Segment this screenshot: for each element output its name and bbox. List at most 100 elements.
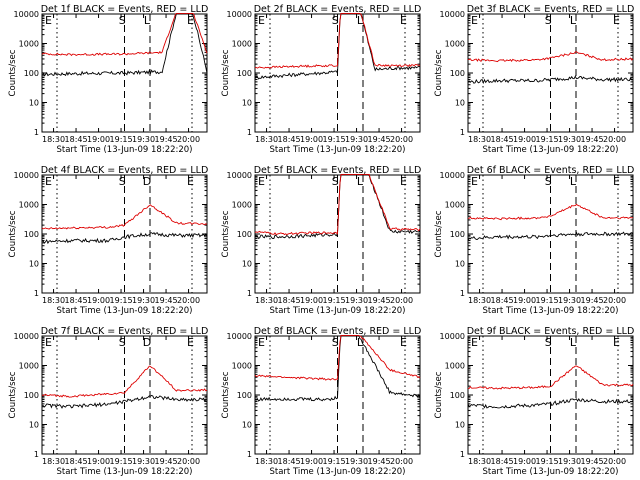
y-tick-label: 10000 xyxy=(440,10,465,19)
chart-title: Det 1f BLACK = Events, RED = LLD xyxy=(41,4,209,15)
y-tick-label: 1000 xyxy=(19,40,39,49)
y-tick-label: 10 xyxy=(242,260,252,269)
x-tick-label: 19:15 xyxy=(110,457,133,466)
x-axis-label: Start Time (13-Jun-09 18:22:20) xyxy=(57,467,193,477)
event-marker: E xyxy=(613,336,620,349)
y-tick-label: 100 xyxy=(24,69,39,78)
x-tick-label: 19:00 xyxy=(300,135,323,144)
x-tick-label: 19:30 xyxy=(558,296,581,305)
x-tick-label: 19:15 xyxy=(110,135,133,144)
x-tick-label: 19:45 xyxy=(368,457,391,466)
x-tick-label: 20:00 xyxy=(177,135,200,144)
event-marker: E xyxy=(187,336,194,349)
event-marker: S xyxy=(119,175,126,188)
event-marker: E xyxy=(258,14,265,27)
event-marker: S xyxy=(545,175,552,188)
x-axis-label: Start Time (13-Jun-09 18:22:20) xyxy=(483,467,619,477)
event-marker: S xyxy=(119,336,126,349)
chart-title: Det 5f BLACK = Events, RED = LLD xyxy=(254,165,422,176)
y-tick-label: 1000 xyxy=(232,40,252,49)
event-marker: E xyxy=(45,336,52,349)
event-marker: E xyxy=(45,14,52,27)
x-tick-label: 18:30 xyxy=(468,135,491,144)
x-axis-label: Start Time (13-Jun-09 18:22:20) xyxy=(57,306,193,316)
series-events xyxy=(467,75,634,85)
x-tick-label: 19:45 xyxy=(155,296,178,305)
chart-panel-9: Det 9f BLACK = Events, RED = LLD 1 10 100 10… xyxy=(434,326,634,477)
y-tick-label: 10000 xyxy=(227,10,252,19)
event-marker: S xyxy=(332,14,339,27)
y-tick-label: 100 xyxy=(450,230,465,239)
y-tick-label: 10000 xyxy=(440,171,465,180)
y-tick-label: 100 xyxy=(450,391,465,400)
event-marker: S xyxy=(119,14,126,27)
chart-panel-7: Det 7f BLACK = Events, RED = LLD 1 10 100 10… xyxy=(8,326,208,477)
x-tick-label: 18:30 xyxy=(255,135,278,144)
event-marker: E xyxy=(613,14,620,27)
series-lld xyxy=(254,173,421,236)
event-marker: L xyxy=(570,175,577,188)
event-marker: E xyxy=(471,175,478,188)
event-marker: E xyxy=(187,14,194,27)
x-tick-label: 19:15 xyxy=(536,457,559,466)
series-events xyxy=(254,12,421,80)
event-marker: E xyxy=(187,175,194,188)
y-tick-label: 1 xyxy=(460,450,465,459)
event-marker: L xyxy=(570,336,577,349)
y-tick-label: 1000 xyxy=(445,40,465,49)
chart-title: Det 8f BLACK = Events, RED = LLD xyxy=(254,326,422,337)
x-tick-label: 19:15 xyxy=(323,296,346,305)
y-tick-label: 1 xyxy=(460,289,465,298)
x-tick-label: 19:45 xyxy=(155,135,178,144)
y-axis-label: Counts/sec xyxy=(434,371,444,418)
x-tick-label: 19:30 xyxy=(345,135,368,144)
x-tick-label: 18:45 xyxy=(491,296,514,305)
x-tick-label: 18:45 xyxy=(65,135,88,144)
series-lld xyxy=(41,12,208,57)
y-tick-label: 10000 xyxy=(227,171,252,180)
x-tick-label: 20:00 xyxy=(390,296,413,305)
series-lld xyxy=(41,204,208,230)
y-axis-label: Counts/sec xyxy=(8,210,18,257)
y-axis-label: Counts/sec xyxy=(221,210,231,257)
y-axis-label: Counts/sec xyxy=(221,371,231,418)
chart-title: Det 3f BLACK = Events, RED = LLD xyxy=(467,4,635,15)
series-lld xyxy=(468,365,634,390)
x-tick-label: 19:45 xyxy=(581,135,604,144)
x-tick-label: 18:45 xyxy=(491,457,514,466)
y-tick-label: 1 xyxy=(247,450,252,459)
x-tick-label: 19:00 xyxy=(87,296,110,305)
y-axis-label: Counts/sec xyxy=(8,371,18,418)
x-tick-label: 18:30 xyxy=(255,296,278,305)
x-tick-label: 19:00 xyxy=(87,135,110,144)
y-tick-label: 10 xyxy=(29,260,39,269)
event-marker: S xyxy=(545,336,552,349)
y-tick-label: 10000 xyxy=(227,332,252,341)
event-marker: S xyxy=(332,336,339,349)
event-marker: E xyxy=(400,336,407,349)
y-tick-label: 100 xyxy=(24,391,39,400)
x-tick-label: 18:45 xyxy=(278,296,301,305)
y-tick-label: 1 xyxy=(34,128,39,137)
y-axis-label: Counts/sec xyxy=(8,49,18,96)
x-tick-label: 19:30 xyxy=(132,135,155,144)
event-marker: L xyxy=(357,175,364,188)
x-tick-label: 20:00 xyxy=(603,296,626,305)
series-lld xyxy=(468,203,634,221)
x-tick-label: 18:45 xyxy=(65,457,88,466)
y-tick-label: 1000 xyxy=(19,201,39,210)
y-tick-label: 10 xyxy=(242,99,252,108)
x-tick-label: 19:00 xyxy=(513,296,536,305)
chart-title: Det 4f BLACK = Events, RED = LLD xyxy=(41,165,209,176)
y-axis-label: Counts/sec xyxy=(221,49,231,96)
chart-title: Det 2f BLACK = Events, RED = LLD xyxy=(254,4,422,15)
x-tick-label: 20:00 xyxy=(177,296,200,305)
x-tick-label: 20:00 xyxy=(390,457,413,466)
y-tick-label: 1 xyxy=(34,289,39,298)
y-tick-label: 1000 xyxy=(232,201,252,210)
series-lld xyxy=(467,51,634,63)
y-tick-label: 1000 xyxy=(445,201,465,210)
x-tick-label: 19:45 xyxy=(368,296,391,305)
y-tick-label: 100 xyxy=(237,230,252,239)
y-tick-label: 1000 xyxy=(232,362,252,371)
